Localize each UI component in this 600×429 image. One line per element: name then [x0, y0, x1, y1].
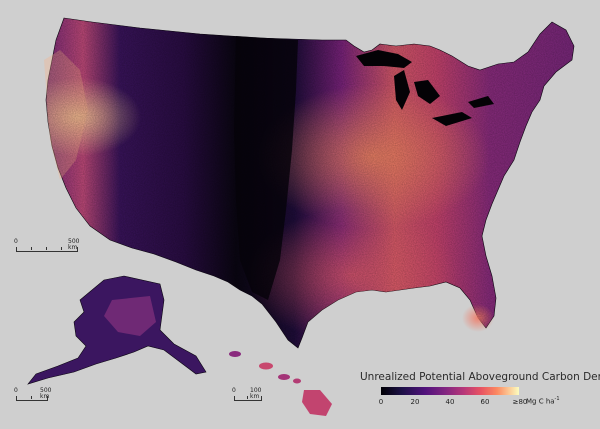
- legend-tick: 20: [410, 398, 420, 406]
- scalebar-start-label: 0: [14, 387, 18, 394]
- legend-colorbar: [381, 387, 519, 395]
- legend-tick: 40: [445, 398, 455, 406]
- legend-tick: ≥80: [512, 398, 528, 406]
- legend-unit: Mg C ha-1: [526, 396, 560, 405]
- legend-tick: 60: [480, 398, 490, 406]
- scalebar-end-label: 500 km: [40, 387, 52, 400]
- legend-unit-sup: -1: [554, 396, 560, 402]
- scalebar-end-label: 500 km: [68, 238, 80, 251]
- scalebar-start-label: 0: [232, 387, 236, 394]
- legend-title: Unrealized Potential Aboveground Carbon …: [360, 371, 600, 383]
- scalebar-end-label: 100 km: [250, 387, 262, 400]
- legend-unit-main: Mg C ha: [526, 397, 555, 406]
- alaska-region: [27, 275, 207, 385]
- scalebar-start-label: 0: [14, 238, 18, 245]
- hawaii-region: [229, 351, 332, 416]
- legend-tick: 0: [378, 398, 384, 406]
